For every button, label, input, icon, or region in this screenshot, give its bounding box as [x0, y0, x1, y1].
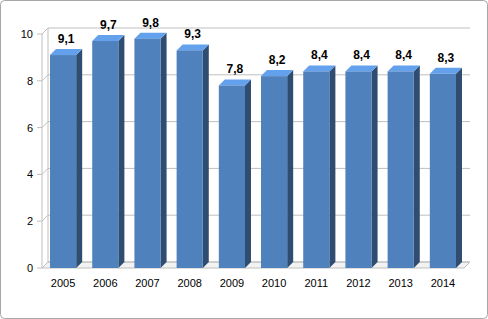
- bar-top: [388, 65, 420, 71]
- data-label: 9,8: [142, 16, 159, 30]
- y-tick-label: 0: [27, 262, 33, 274]
- bar: [430, 74, 456, 268]
- data-label: 9,1: [58, 32, 75, 46]
- bar-top: [219, 79, 251, 85]
- bar-side: [287, 70, 293, 268]
- y-tick-label: 6: [27, 122, 33, 134]
- bar-side: [456, 68, 462, 268]
- x-tick-label: 2005: [51, 277, 75, 289]
- x-tick-label: 2009: [220, 277, 244, 289]
- y-tick-label: 10: [21, 28, 33, 40]
- x-tick-label: 2010: [262, 277, 286, 289]
- x-tick-label: 2014: [431, 277, 455, 289]
- x-tick-label: 2008: [177, 277, 201, 289]
- bar-side: [118, 35, 124, 268]
- bar-side: [245, 79, 251, 268]
- data-label: 7,8: [227, 62, 244, 76]
- bar: [177, 50, 203, 268]
- x-tick-label: 2011: [304, 277, 328, 289]
- bar-top: [430, 68, 462, 74]
- data-label: 9,3: [184, 27, 201, 41]
- bar: [303, 71, 329, 268]
- bar: [219, 85, 245, 268]
- bar-top: [92, 35, 124, 41]
- y-tick-label: 2: [27, 215, 33, 227]
- bar-side: [414, 65, 420, 268]
- x-tick-label: 2013: [388, 277, 412, 289]
- bars: [50, 33, 462, 268]
- y-tick-label: 4: [27, 168, 33, 180]
- tick-mark: [37, 221, 42, 222]
- tick-mark: [37, 174, 42, 175]
- x-tick-label: 2007: [135, 277, 159, 289]
- x-tick-label: 2012: [346, 277, 370, 289]
- bar-top: [345, 65, 377, 71]
- bar-top: [134, 33, 166, 39]
- tick-mark: [37, 34, 42, 35]
- data-label: 8,4: [395, 48, 412, 62]
- bar-top: [261, 70, 293, 76]
- data-label: 9,7: [100, 18, 117, 32]
- bar-top: [177, 44, 209, 50]
- bar: [92, 41, 118, 268]
- data-label: 8,4: [353, 48, 370, 62]
- bar: [388, 71, 414, 268]
- chart-svg: 0 2 4 6 8 10 9,1 2005 9,7 2006 9,8 2007 9,3 2008 7,8 20…: [0, 0, 488, 319]
- bar-top: [50, 49, 82, 55]
- chart-border: [1, 1, 488, 319]
- y-tick-label: 8: [27, 75, 33, 87]
- bar-side: [76, 49, 82, 268]
- bar-top: [303, 65, 335, 71]
- tick-mark: [37, 80, 42, 81]
- bar-side: [372, 65, 378, 268]
- bar-side: [161, 33, 167, 268]
- x-tick-label: 2006: [93, 277, 117, 289]
- chart-container: 0 2 4 6 8 10 9,1 2005 9,7 2006 9,8 2007 9,3 2008 7,8 20…: [0, 0, 488, 319]
- bar-side: [203, 44, 209, 268]
- y-axis-line: [42, 34, 43, 268]
- tick-mark: [37, 127, 42, 128]
- bar: [134, 39, 160, 268]
- bar: [345, 71, 371, 268]
- data-label: 8,3: [438, 51, 455, 65]
- bar: [50, 55, 76, 268]
- bar-side: [329, 65, 335, 268]
- bar: [261, 76, 287, 268]
- back-wall-edge: [48, 28, 49, 262]
- data-label: 8,4: [311, 48, 328, 62]
- data-label: 8,2: [269, 53, 286, 67]
- tick-mark: [37, 268, 42, 269]
